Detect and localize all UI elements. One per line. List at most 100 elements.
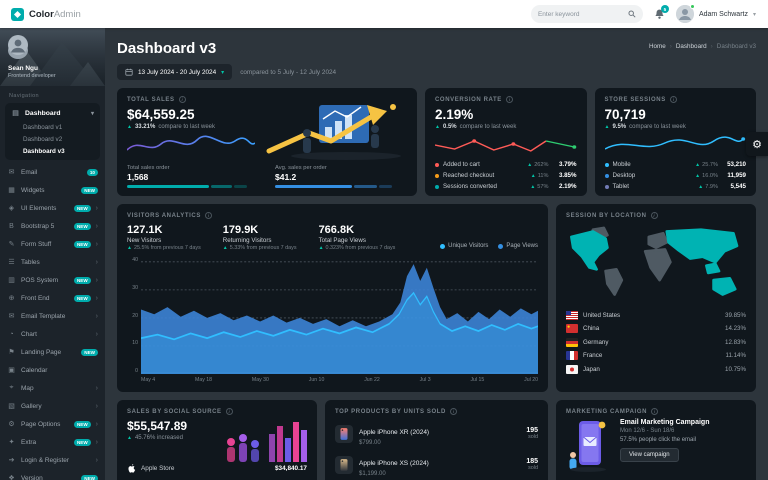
- stat-label: Total sales order: [127, 165, 170, 171]
- breadcrumb-home[interactable]: Home: [648, 43, 666, 50]
- user-menu[interactable]: Adam Schwartz ▾: [675, 4, 756, 23]
- sidebar-item-map[interactable]: ⌖ Map ›: [0, 379, 105, 397]
- stat-new-visitors: 127.1K New Visitors ▲ 25.5% from previous…: [127, 224, 201, 251]
- sidebar-item-email[interactable]: ✉ Email 10: [0, 163, 105, 181]
- info-icon[interactable]: i: [178, 96, 186, 103]
- sidebar-item-label: Extra: [21, 438, 37, 446]
- widgets-icon: ▦: [8, 187, 15, 194]
- sidebar-item-form-stuff[interactable]: ✎ Form Stuff NEW ›: [0, 235, 105, 253]
- flag-icon: ⚑: [8, 349, 15, 356]
- row-change: 16.0%: [702, 172, 718, 179]
- arrow-up-icon: ▲: [527, 161, 533, 168]
- visitors-area-chart: [141, 261, 538, 374]
- app-logo[interactable]: ColorAdmin: [0, 7, 180, 21]
- sidebar-item-label: Chart: [21, 330, 37, 338]
- sidebar-item-calendar[interactable]: ▣ Calendar: [0, 361, 105, 379]
- info-icon[interactable]: i: [651, 408, 659, 415]
- info-icon[interactable]: i: [669, 96, 677, 103]
- date-range-button[interactable]: 13 July 2024 - 20 July 2024 ▾: [117, 64, 233, 80]
- change-value: 9.5%: [612, 124, 627, 130]
- sidebar-item-page-options[interactable]: ⚙ Page Options NEW ›: [0, 415, 105, 433]
- arrow-up-icon: ▲: [222, 245, 228, 251]
- sidebar-item-version[interactable]: ❖ Version NEW: [0, 469, 105, 480]
- envelope-icon: ✉: [8, 169, 15, 176]
- change-value: 33.21%: [134, 124, 156, 130]
- nav-section-label: Navigation: [9, 93, 39, 99]
- sidebar-item-pos-system[interactable]: ▥ POS System NEW ›: [0, 271, 105, 289]
- info-icon[interactable]: i: [449, 408, 457, 415]
- gear-icon: ⚙: [752, 138, 762, 151]
- visitors-stats: 127.1K New Visitors ▲ 25.5% from previous…: [127, 224, 538, 251]
- sidebar-item-tables[interactable]: ☰ Tables ›: [0, 253, 105, 271]
- arrow-up-icon: ▲: [604, 124, 610, 130]
- sidebar-item-email-template[interactable]: ✉ Email Template ›: [0, 307, 105, 325]
- row-value: 3.85%: [558, 172, 577, 179]
- profile-avatar: [8, 35, 28, 59]
- sidebar-item-front-end[interactable]: ⊕ Front End NEW ›: [0, 289, 105, 307]
- date-filter-row: 13 July 2024 - 20 July 2024 ▾ compared t…: [117, 64, 756, 80]
- sidebar-item-login-register[interactable]: ➔ Login & Register ›: [0, 451, 105, 469]
- card-title: SALES BY SOCIAL SOURCE: [127, 408, 222, 415]
- store-sessions-change: ▲ 9.5% compare to last week: [605, 124, 747, 130]
- new-badge: NEW: [73, 420, 91, 428]
- sidebar-item-dashboard[interactable]: ▤ Dashboard ▾: [5, 105, 100, 121]
- calendar-icon: ▣: [8, 367, 15, 374]
- apple-logo-icon: [128, 464, 136, 473]
- sidebar-item-label: Email Template: [21, 312, 66, 320]
- chevron-right-icon: ›: [95, 384, 98, 392]
- sidebar-item-dashboard-v1[interactable]: Dashboard v1: [23, 123, 63, 131]
- sidebar-item-extra[interactable]: ✦ Extra NEW ›: [0, 433, 105, 451]
- search-icon[interactable]: [628, 10, 636, 18]
- change-note: compare to last week: [158, 124, 216, 130]
- page-header: Dashboard v3 Home › Dashboard › Dashboar…: [117, 40, 756, 57]
- sidebar-item-gallery[interactable]: ▧ Gallery ›: [0, 397, 105, 415]
- y-axis-labels: 40 30 20 10 0: [132, 257, 138, 374]
- new-badge: NEW: [73, 294, 91, 302]
- info-icon[interactable]: i: [650, 212, 658, 219]
- stat-returning-visitors: 179.9K Returning Visitors ▲ 5.33% from pr…: [223, 224, 297, 251]
- logo-icon-inner: [13, 10, 22, 18]
- crowd-chart-illustration: [227, 422, 307, 462]
- new-badge: NEW: [73, 438, 91, 446]
- sidebar-item-label: Dashboard: [25, 109, 61, 117]
- stat-label: New Visitors: [127, 237, 162, 244]
- sidebar-item-ui-elements[interactable]: ◈ UI Elements NEW ›: [0, 199, 105, 217]
- world-map: [570, 226, 739, 296]
- logo-icon: [11, 7, 24, 21]
- legend-dot-icon: [604, 184, 609, 189]
- new-badge: NEW: [81, 348, 98, 356]
- stat-value: 766.8K: [318, 224, 355, 236]
- sidebar-profile[interactable]: Sean Ngu Frontend developer: [0, 28, 105, 86]
- kpi-row: TOTAL SALES i $64,559.25 ▲ 33.21% compare …: [117, 88, 756, 196]
- country-row-china: China 14.23%: [566, 324, 746, 333]
- product-row-iphone-xr[interactable]: Apple iPhone XR (2024) $799.00 195 sold: [335, 421, 538, 446]
- sidebar-item-landing-page[interactable]: ⚑ Landing Page NEW: [0, 343, 105, 361]
- sidebar-item-dashboard-v2[interactable]: Dashboard v2: [23, 135, 63, 143]
- sidebar-item-label: Login & Register: [21, 456, 70, 464]
- product-name: Apple iPhone XR (2024): [359, 429, 430, 436]
- chevron-down-icon: ▾: [90, 110, 94, 117]
- view-campaign-button[interactable]: View campaign: [620, 448, 679, 462]
- info-icon[interactable]: i: [505, 96, 513, 103]
- info-icon[interactable]: i: [204, 212, 212, 219]
- info-icon[interactable]: i: [225, 408, 233, 415]
- new-badge: NEW: [73, 222, 91, 230]
- legend-unique-visitors: Unique Visitors: [440, 243, 488, 249]
- theme-settings-button[interactable]: ⚙: [746, 132, 768, 156]
- bootstrap-icon: B: [9, 222, 14, 230]
- arrow-up-icon: ▲: [530, 183, 536, 190]
- sidebar-item-bootstrap-5[interactable]: B Bootstrap 5 NEW ›: [0, 217, 105, 235]
- sidebar-item-chart[interactable]: ◔ Chart ›: [0, 325, 105, 343]
- sidebar-item-dashboard-v3[interactable]: Dashboard v3: [23, 147, 65, 155]
- sidebar-item-label: Page Options: [21, 420, 61, 428]
- notifications-button[interactable]: 5: [654, 5, 669, 20]
- us-flag-icon: [566, 310, 578, 320]
- breadcrumb-dashboard[interactable]: Dashboard: [675, 43, 707, 50]
- change-note: compare to last week: [629, 124, 686, 130]
- product-row-iphone-xs[interactable]: Apple iPhone XS (2024) $1,199.00 185 sol…: [335, 452, 538, 477]
- chevron-down-icon: ▾: [752, 11, 756, 18]
- product-qty: 195: [526, 427, 538, 434]
- search-input[interactable]: [537, 10, 624, 18]
- arrow-up-icon: ▲: [435, 124, 440, 130]
- sidebar-item-widgets[interactable]: ▦ Widgets NEW: [0, 181, 105, 199]
